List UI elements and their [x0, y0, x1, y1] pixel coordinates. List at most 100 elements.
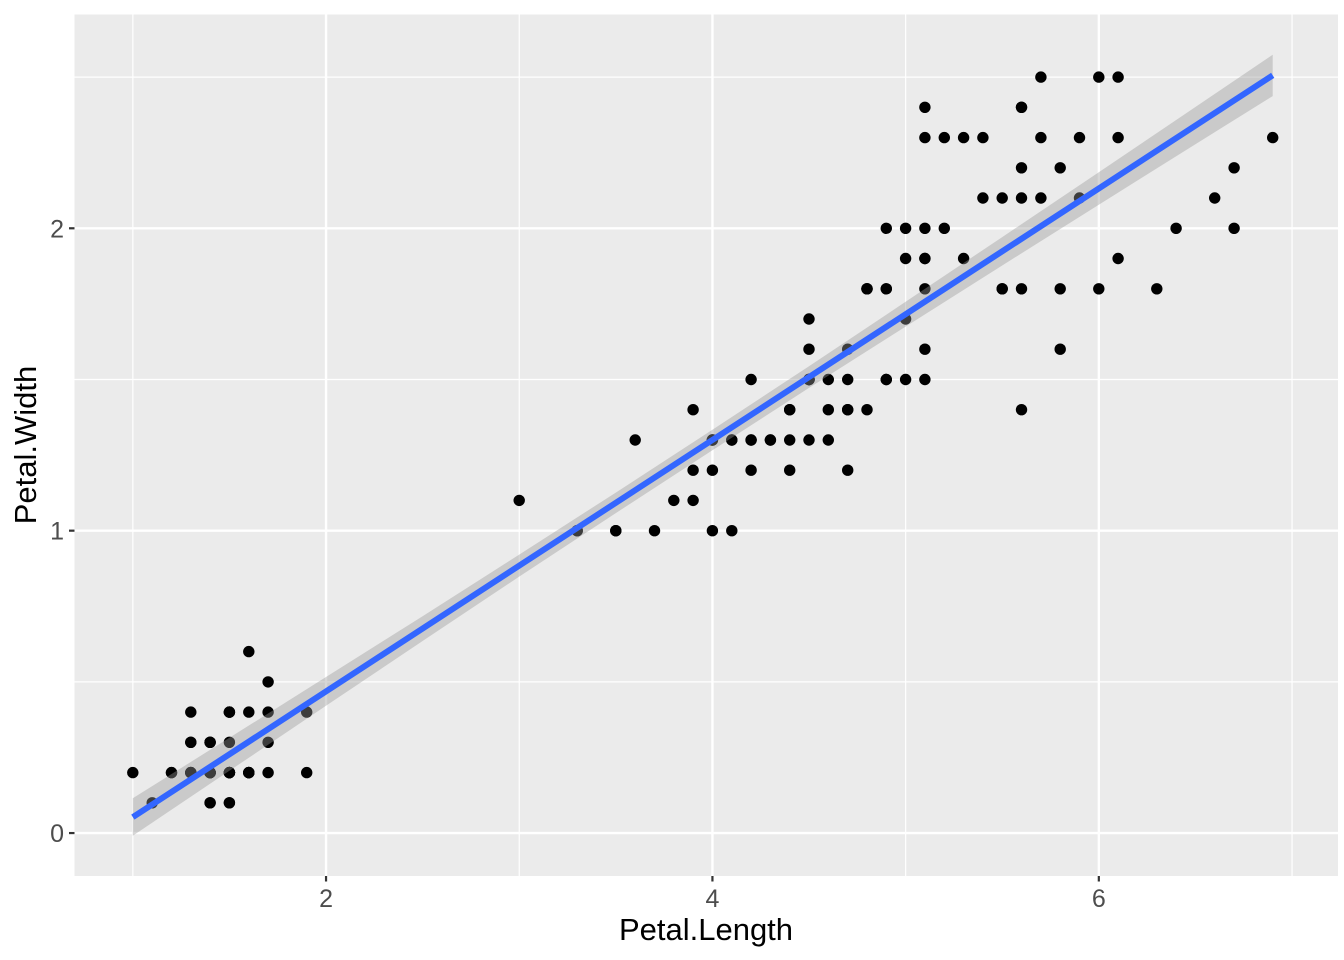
data-point	[1035, 71, 1047, 83]
data-point	[919, 283, 931, 295]
data-point	[1228, 162, 1240, 174]
data-point	[957, 131, 970, 144]
x-tick-label: 6	[1092, 885, 1106, 913]
regression-line	[131, 72, 1275, 820]
data-point	[243, 706, 255, 718]
data-point	[919, 131, 931, 144]
data-point	[861, 283, 873, 295]
data-point	[262, 706, 274, 718]
data-point	[919, 222, 931, 234]
x-axis-title: Petal.Length	[619, 912, 793, 947]
data-point	[223, 797, 236, 809]
data-point	[1035, 192, 1047, 204]
data-point	[726, 525, 738, 537]
data-point	[745, 464, 757, 476]
data-point	[1209, 192, 1221, 204]
data-point	[938, 131, 950, 144]
data-point	[822, 434, 834, 446]
data-point	[301, 766, 313, 779]
data-point	[513, 494, 525, 507]
data-point	[803, 313, 815, 325]
data-point	[919, 252, 931, 265]
y-tick-label: 2	[50, 215, 64, 243]
data-point	[957, 252, 970, 265]
data-point	[610, 525, 622, 537]
data-point	[706, 464, 719, 476]
data-point	[803, 343, 815, 355]
data-point	[1035, 131, 1047, 144]
data-point	[1015, 101, 1028, 114]
data-point	[1015, 404, 1028, 416]
data-point	[1228, 222, 1240, 234]
data-point	[1015, 162, 1028, 174]
data-point	[1112, 71, 1124, 83]
data-point	[726, 434, 738, 446]
y-tick-label: 0	[50, 820, 64, 848]
data-point	[842, 464, 854, 476]
data-point	[938, 222, 950, 234]
data-point	[919, 343, 931, 355]
data-point	[880, 222, 892, 234]
data-point	[648, 525, 661, 537]
data-point	[822, 373, 834, 386]
data-point	[223, 736, 236, 748]
y-tick-label: 1	[50, 518, 64, 546]
data-point	[262, 676, 274, 688]
data-point	[1112, 131, 1124, 144]
data-point	[1267, 131, 1279, 144]
data-point	[822, 404, 834, 416]
data-point	[880, 283, 892, 295]
data-point	[919, 373, 931, 386]
axis-tick-marks	[69, 227, 1100, 882]
data-point	[745, 373, 757, 386]
data-point	[185, 706, 197, 718]
data-point	[1054, 283, 1066, 295]
data-point	[996, 192, 1008, 204]
x-axis-tick-labels: 2 4 6	[319, 885, 1106, 913]
data-point	[1093, 71, 1105, 83]
data-point	[1093, 283, 1105, 295]
data-point	[1015, 283, 1028, 295]
data-point	[165, 766, 178, 779]
data-point	[243, 766, 255, 779]
data-point	[784, 464, 796, 476]
data-point	[861, 404, 873, 416]
data-point	[842, 404, 854, 416]
data-point	[977, 192, 989, 204]
data-point	[1015, 192, 1028, 204]
data-point	[784, 434, 796, 446]
y-axis-title: Petal.Width	[8, 366, 43, 525]
data-point	[706, 525, 719, 537]
data-point	[745, 434, 757, 446]
data-point	[996, 283, 1008, 295]
data-point	[784, 404, 796, 416]
data-point	[1073, 131, 1086, 144]
data-point	[764, 434, 777, 446]
data-point	[204, 736, 216, 748]
data-point	[842, 373, 854, 386]
data-point	[899, 222, 912, 234]
data-points	[127, 71, 1279, 809]
data-point	[262, 736, 274, 748]
data-point	[243, 645, 255, 658]
data-point	[1054, 343, 1066, 355]
data-point	[204, 797, 216, 809]
data-point	[899, 373, 912, 386]
y-axis-tick-labels: 0 1 2	[50, 215, 64, 848]
data-point	[1054, 162, 1066, 174]
minor-gridlines	[74, 14, 1338, 876]
data-point	[899, 252, 912, 265]
data-point	[687, 494, 699, 507]
x-tick-label: 4	[705, 885, 719, 913]
data-point	[880, 373, 892, 386]
data-point	[803, 434, 815, 446]
data-point	[262, 766, 274, 779]
x-tick-label: 2	[319, 885, 333, 913]
data-point	[629, 434, 641, 446]
data-point	[687, 464, 699, 476]
data-point	[668, 494, 680, 507]
data-point	[185, 736, 197, 748]
data-point	[919, 101, 931, 114]
